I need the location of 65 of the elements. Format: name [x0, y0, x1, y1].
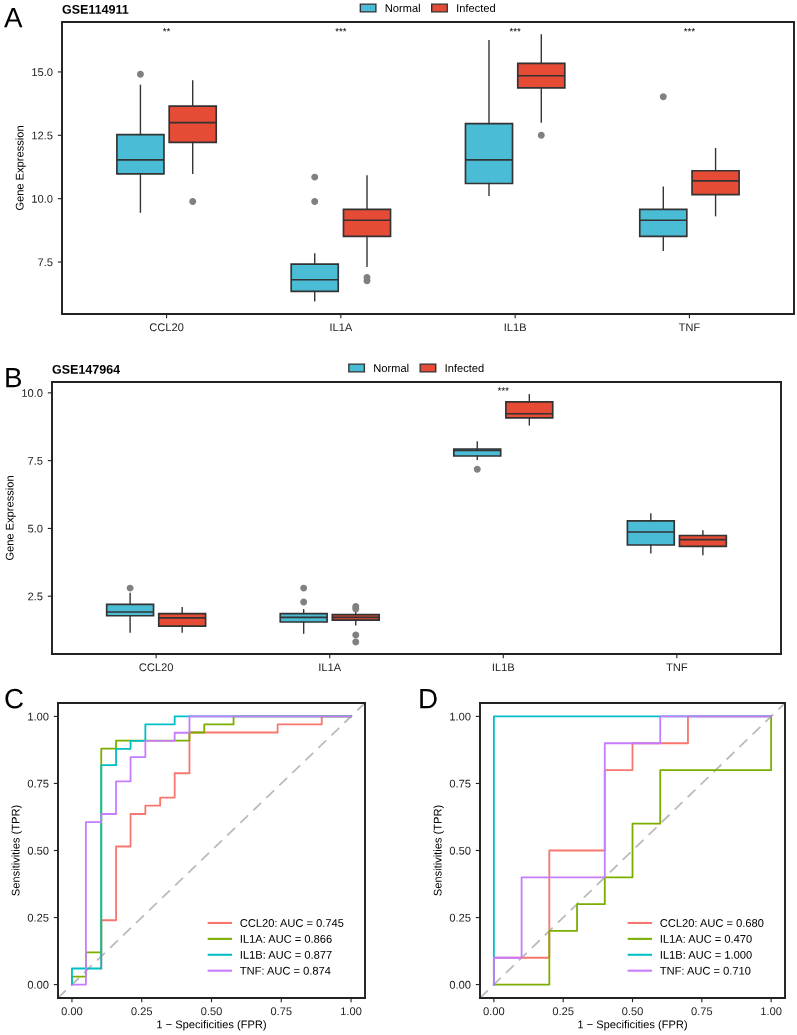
- annotation: ***: [497, 387, 509, 391]
- legend-label: IL1B: AUC = 0.877: [240, 950, 332, 959]
- annotation: ***: [683, 28, 695, 32]
- y-tick-label: 0.50: [27, 846, 49, 855]
- y-tick-label: 0.25: [27, 913, 49, 922]
- legend-label: TNF: AUC = 0.710: [660, 966, 751, 975]
- chart-title: GSE147964: [52, 364, 121, 374]
- legend-label: IL1A: AUC = 0.866: [240, 935, 332, 943]
- x-tick-label: IL1A: [330, 323, 353, 332]
- annotation: **: [162, 28, 171, 32]
- chart-title: GSE114911: [62, 4, 129, 14]
- y-axis-title: Gene Expression: [5, 476, 16, 561]
- x-tick-label: TNF: [666, 663, 688, 672]
- y-tick-label: 0.25: [449, 913, 471, 922]
- legend-label: Normal: [385, 3, 420, 13]
- x-tick-label: 0.50: [201, 1007, 222, 1016]
- legend-label: CCL20: AUC = 0.680: [660, 919, 764, 927]
- legend-label: IL1A: AUC = 0.470: [660, 935, 752, 943]
- y-axis-title: Gene Expression: [15, 126, 26, 211]
- text: A: [4, 8, 23, 28]
- y-tick-label: 7.5: [38, 258, 53, 267]
- legend-label: Infected: [445, 363, 484, 373]
- y-tick-label: 5.0: [27, 524, 43, 533]
- x-tick-label: 0.75: [691, 1007, 713, 1016]
- y-tick-label: 10.0: [32, 194, 53, 203]
- x-tick-label: 0.00: [483, 1007, 505, 1016]
- annotation: ***: [509, 28, 521, 32]
- y-axis-title: Sensitivities (TPR): [433, 805, 444, 896]
- text: D: [420, 689, 437, 709]
- y-tick-label: 0.50: [449, 846, 471, 855]
- x-tick-label: 0.25: [131, 1007, 153, 1016]
- y-tick-label: 15.0: [32, 68, 53, 77]
- legend-label: Infected: [457, 3, 495, 13]
- x-tick-label: 1.00: [341, 1007, 362, 1016]
- y-tick-label: 7.5: [28, 457, 43, 465]
- x-axis-title: 1 − Specificities (FPR): [578, 1020, 687, 1031]
- y-tick-label: 10.0: [22, 389, 43, 397]
- text: C: [5, 688, 23, 709]
- x-tick-label: 0.50: [622, 1007, 643, 1016]
- x-tick-label: 0.75: [270, 1007, 292, 1016]
- x-tick-label: IL1B: [504, 323, 526, 332]
- text: B: [6, 368, 22, 388]
- y-tick-label: 0.75: [449, 779, 471, 788]
- x-tick-label: 0.25: [552, 1007, 574, 1016]
- legend-label: Normal: [374, 363, 409, 373]
- legend-label: CCL20: AUC = 0.745: [240, 919, 344, 927]
- y-axis-title: Sensitivities (TPR): [11, 805, 22, 896]
- x-tick-label: 0.00: [61, 1007, 83, 1016]
- x-tick-label: IL1A: [319, 663, 342, 672]
- x-tick-label: TNF: [678, 323, 700, 332]
- x-tick-label: CCL20: [149, 323, 184, 332]
- legend-label: TNF: AUC = 0.874: [240, 966, 331, 975]
- x-tick-label: 1.00: [761, 1007, 782, 1016]
- x-tick-label: CCL20: [139, 663, 173, 672]
- annotation: ***: [335, 28, 347, 32]
- x-axis-title: 1 − Specificities (FPR): [157, 1020, 266, 1031]
- y-tick-label: 12.5: [32, 131, 53, 140]
- legend-label: IL1B: AUC = 1.000: [660, 950, 752, 959]
- y-tick-label: 0.00: [27, 980, 49, 989]
- y-tick-label: 1.00: [450, 712, 471, 721]
- x-tick-label: IL1B: [492, 663, 515, 672]
- y-tick-label: 0.75: [27, 779, 49, 788]
- y-tick-label: 2.5: [28, 592, 43, 601]
- y-tick-label: 1.00: [28, 712, 49, 721]
- y-tick-label: 0.00: [449, 980, 471, 989]
